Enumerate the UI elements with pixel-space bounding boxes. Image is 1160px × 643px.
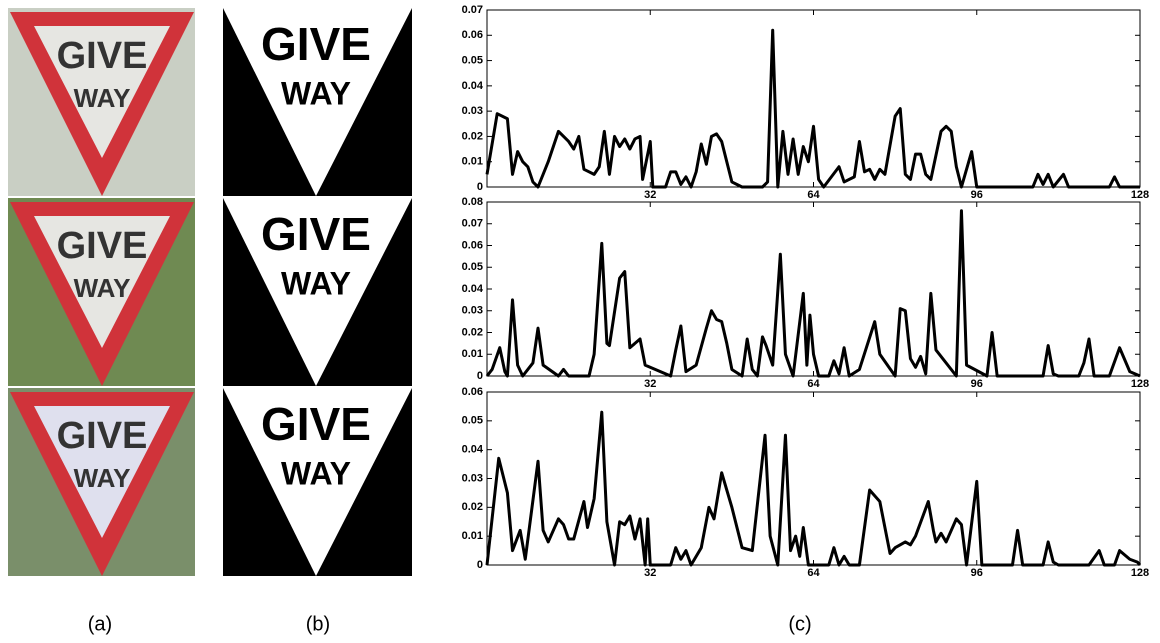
x-tick-label: 96 xyxy=(971,378,983,390)
caption: (a) xyxy=(88,613,112,635)
y-tick-label: 0.01 xyxy=(462,156,483,168)
x-tick-label: 64 xyxy=(807,189,820,201)
sign-text: WAY xyxy=(281,455,351,491)
sign-text: WAY xyxy=(74,273,131,303)
y-tick-label: 0.03 xyxy=(462,472,483,484)
y-tick-label: 0.05 xyxy=(462,261,483,273)
caption: (b) xyxy=(306,613,330,635)
data-line xyxy=(485,410,1142,567)
y-tick-label: 0.03 xyxy=(462,105,483,117)
y-tick-label: 0.07 xyxy=(462,218,483,230)
y-tick-label: 0.05 xyxy=(462,54,483,66)
binary-sign xyxy=(223,388,412,576)
x-tick-label: 128 xyxy=(1131,567,1149,579)
y-tick-label: 0.04 xyxy=(462,80,484,92)
binary-sign xyxy=(223,8,412,196)
data-line xyxy=(485,28,1140,189)
sign-text: GIVE xyxy=(261,208,371,260)
y-tick-label: 0.04 xyxy=(462,444,484,456)
sign-text: WAY xyxy=(281,265,351,301)
y-tick-label: 0.02 xyxy=(462,130,483,142)
x-tick-label: 32 xyxy=(644,189,656,201)
y-tick-label: 0.03 xyxy=(462,305,483,317)
y-tick-label: 0.08 xyxy=(462,196,483,208)
y-tick-label: 0.01 xyxy=(462,530,483,542)
sign-face xyxy=(34,406,170,538)
caption: (c) xyxy=(788,613,811,635)
sign-text: GIVE xyxy=(261,18,371,70)
y-tick-label: 0.02 xyxy=(462,501,483,513)
y-tick-label: 0 xyxy=(477,559,483,571)
y-tick-label: 0.06 xyxy=(462,29,483,41)
y-tick-label: 0 xyxy=(477,370,483,382)
sign-text: GIVE xyxy=(57,225,148,267)
y-tick-label: 0.04 xyxy=(462,283,484,295)
x-tick-label: 64 xyxy=(807,378,820,390)
x-tick-label: 96 xyxy=(971,189,983,201)
sign-text: GIVE xyxy=(57,415,148,457)
sign-text: WAY xyxy=(281,75,351,111)
x-tick-label: 64 xyxy=(807,567,820,579)
sign-face xyxy=(34,26,170,158)
y-tick-label: 0.06 xyxy=(462,386,483,398)
x-tick-label: 128 xyxy=(1131,189,1149,201)
x-tick-label: 128 xyxy=(1131,378,1149,390)
sign-face xyxy=(34,216,170,348)
y-tick-label: 0.05 xyxy=(462,415,483,427)
sign-text: WAY xyxy=(74,463,131,493)
y-tick-label: 0 xyxy=(477,181,483,193)
y-tick-label: 0.06 xyxy=(462,239,483,251)
x-tick-label: 32 xyxy=(644,567,656,579)
data-line xyxy=(485,209,1141,378)
binary-sign xyxy=(223,198,412,386)
sign-text: WAY xyxy=(74,83,131,113)
y-tick-label: 0.01 xyxy=(462,348,483,360)
plot-frame xyxy=(486,9,1141,188)
plot-frame xyxy=(486,391,1141,566)
y-tick-label: 0.02 xyxy=(462,326,483,338)
x-tick-label: 96 xyxy=(971,567,983,579)
sign-text: GIVE xyxy=(261,398,371,450)
x-tick-label: 32 xyxy=(644,378,656,390)
y-tick-label: 0.07 xyxy=(462,4,483,16)
sign-text: GIVE xyxy=(57,35,148,77)
